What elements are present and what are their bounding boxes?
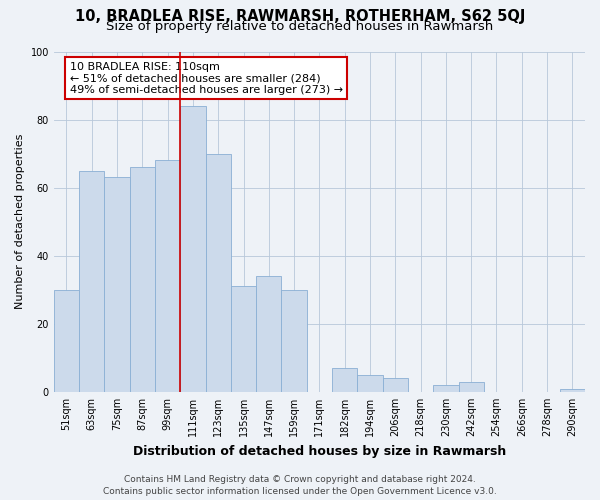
Bar [383,378,408,392]
Bar [54,290,79,392]
Bar [104,178,130,392]
Bar [358,375,383,392]
Bar [155,160,180,392]
X-axis label: Distribution of detached houses by size in Rawmarsh: Distribution of detached houses by size … [133,444,506,458]
Y-axis label: Number of detached properties: Number of detached properties [15,134,25,310]
Text: Size of property relative to detached houses in Rawmarsh: Size of property relative to detached ho… [106,20,494,33]
Text: Contains HM Land Registry data © Crown copyright and database right 2024.
Contai: Contains HM Land Registry data © Crown c… [103,474,497,496]
Bar [206,154,231,392]
Bar [180,106,206,392]
Bar [79,170,104,392]
Text: 10, BRADLEA RISE, RAWMARSH, ROTHERHAM, S62 5QJ: 10, BRADLEA RISE, RAWMARSH, ROTHERHAM, S… [75,9,525,24]
Bar [281,290,307,392]
Bar [433,385,458,392]
Bar [332,368,358,392]
Bar [130,167,155,392]
Bar [458,382,484,392]
Bar [231,286,256,392]
Text: 10 BRADLEA RISE: 110sqm
← 51% of detached houses are smaller (284)
49% of semi-d: 10 BRADLEA RISE: 110sqm ← 51% of detache… [70,62,343,95]
Bar [560,388,585,392]
Bar [256,276,281,392]
